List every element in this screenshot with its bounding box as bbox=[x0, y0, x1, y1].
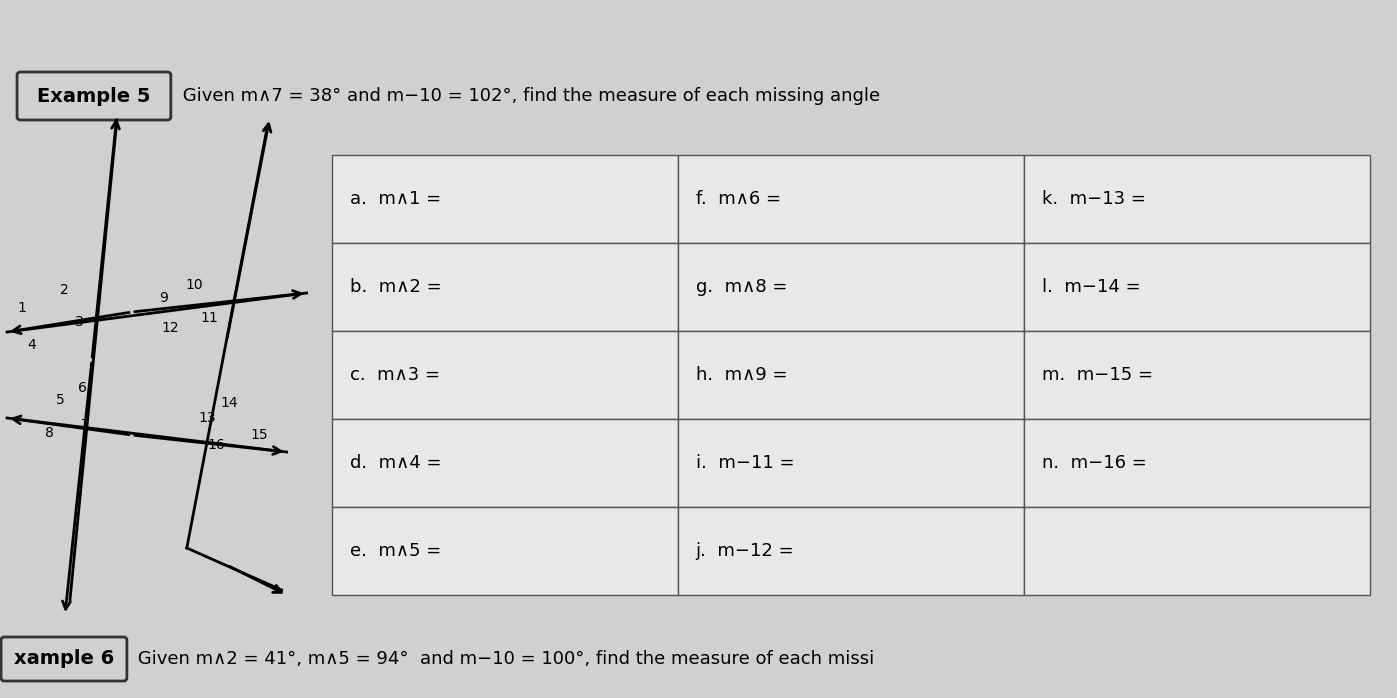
Text: i.  m−11 =: i. m−11 = bbox=[696, 454, 795, 472]
Bar bbox=[678, 155, 1024, 243]
Text: j.  m−12 =: j. m−12 = bbox=[696, 542, 795, 560]
Text: 6: 6 bbox=[77, 381, 87, 395]
Text: 16: 16 bbox=[208, 438, 226, 452]
Bar bbox=[678, 243, 1024, 331]
Bar bbox=[678, 331, 1024, 419]
Bar bbox=[331, 331, 678, 419]
Text: Given m∧2 = 41°, m∧5 = 94°  and m−10 = 100°, find the measure of each missi: Given m∧2 = 41°, m∧5 = 94° and m−10 = 10… bbox=[131, 650, 875, 668]
Text: 11: 11 bbox=[201, 311, 219, 325]
Text: k.  m−13 =: k. m−13 = bbox=[1042, 190, 1146, 208]
Bar bbox=[331, 419, 678, 507]
Bar bbox=[331, 243, 678, 331]
Text: 7: 7 bbox=[81, 418, 89, 432]
Text: 4: 4 bbox=[28, 338, 36, 352]
Bar bbox=[331, 507, 678, 595]
Text: 1: 1 bbox=[18, 301, 27, 315]
Text: 15: 15 bbox=[251, 428, 268, 442]
Text: 14: 14 bbox=[221, 396, 239, 410]
Bar bbox=[1024, 331, 1370, 419]
Text: 3: 3 bbox=[74, 315, 84, 329]
Text: 2: 2 bbox=[60, 283, 68, 297]
Bar bbox=[1024, 419, 1370, 507]
Text: n.  m−16 =: n. m−16 = bbox=[1042, 454, 1147, 472]
Text: 13: 13 bbox=[198, 411, 215, 425]
Text: a.  m∧1 =: a. m∧1 = bbox=[349, 190, 440, 208]
Text: g.  m∧8 =: g. m∧8 = bbox=[696, 278, 787, 296]
Bar bbox=[1024, 507, 1370, 595]
FancyBboxPatch shape bbox=[1, 637, 127, 681]
Text: 10: 10 bbox=[184, 278, 203, 292]
Text: xample 6: xample 6 bbox=[14, 650, 115, 669]
Text: h.  m∧9 =: h. m∧9 = bbox=[696, 366, 788, 384]
FancyBboxPatch shape bbox=[17, 72, 170, 120]
Text: 9: 9 bbox=[159, 291, 168, 305]
Bar bbox=[1024, 155, 1370, 243]
Text: m.  m−15 =: m. m−15 = bbox=[1042, 366, 1153, 384]
Bar bbox=[331, 155, 678, 243]
Text: 5: 5 bbox=[56, 393, 64, 407]
Bar bbox=[1024, 243, 1370, 331]
Text: 8: 8 bbox=[45, 426, 53, 440]
Bar bbox=[678, 419, 1024, 507]
Text: d.  m∧4 =: d. m∧4 = bbox=[349, 454, 441, 472]
Bar bbox=[678, 507, 1024, 595]
Text: 12: 12 bbox=[161, 321, 179, 335]
Text: Example 5: Example 5 bbox=[38, 87, 151, 105]
Text: Given m∧7 = 38° and m−10 = 102°, find the measure of each missing angle: Given m∧7 = 38° and m−10 = 102°, find th… bbox=[177, 87, 880, 105]
Text: f.  m∧6 =: f. m∧6 = bbox=[696, 190, 781, 208]
Text: b.  m∧2 =: b. m∧2 = bbox=[349, 278, 441, 296]
Text: l.  m−14 =: l. m−14 = bbox=[1042, 278, 1140, 296]
Text: c.  m∧3 =: c. m∧3 = bbox=[349, 366, 440, 384]
Text: e.  m∧5 =: e. m∧5 = bbox=[349, 542, 441, 560]
